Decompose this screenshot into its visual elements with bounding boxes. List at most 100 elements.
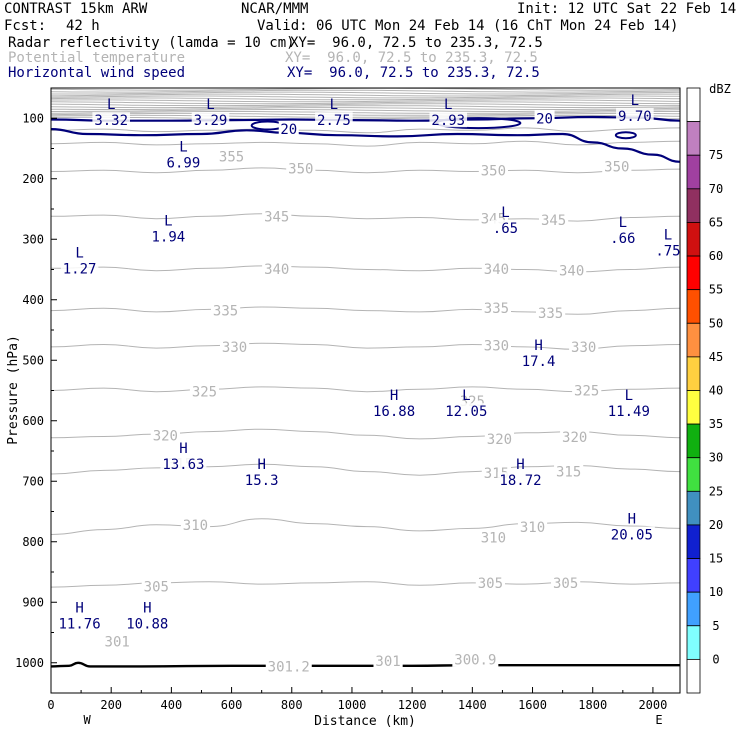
colorbar-swatch bbox=[686, 457, 701, 492]
x-tick-label: 1600 bbox=[518, 698, 547, 712]
extremum-value: 9.70 bbox=[618, 109, 652, 125]
upper-theta-line bbox=[51, 91, 681, 95]
extremum-value-bg bbox=[315, 112, 353, 128]
x-tick-label: 1400 bbox=[458, 698, 487, 712]
theta-label-bg bbox=[551, 574, 581, 590]
theta-label: 345 bbox=[264, 209, 289, 225]
theta-label-bg bbox=[216, 148, 247, 164]
x-tick-label: 800 bbox=[281, 698, 303, 712]
theta-label: 340 bbox=[484, 262, 509, 278]
extremum-value: 12.05 bbox=[445, 404, 487, 420]
field-xy-wind: XY= 96.0, 72.5 to 235.3, 72.5 bbox=[287, 65, 540, 81]
x-tick-label: 200 bbox=[100, 698, 122, 712]
upper-theta-line bbox=[50, 111, 680, 114]
field-xy-theta: XY= 96.0, 72.5 to 235.3, 72.5 bbox=[285, 50, 538, 66]
upper-theta-line bbox=[50, 99, 681, 103]
extremum-value-bg bbox=[429, 112, 468, 128]
colorbar-swatch bbox=[686, 222, 701, 257]
extremum-value-bg bbox=[242, 472, 281, 488]
upper-theta-line bbox=[50, 114, 681, 118]
theta-label: 325 bbox=[574, 384, 599, 400]
theta-label-bg bbox=[265, 658, 312, 674]
extremum-value-bg bbox=[371, 403, 418, 419]
extremum-symbol: H bbox=[390, 388, 398, 404]
theta-label-bg bbox=[262, 208, 292, 224]
extremum-value: 11.49 bbox=[608, 404, 650, 420]
theta-label-bg bbox=[102, 633, 132, 649]
extremum-symbol: L bbox=[206, 97, 214, 113]
theta-label: 350 bbox=[288, 161, 313, 177]
extremum-symbol: H bbox=[257, 457, 265, 473]
wind-label-bg bbox=[278, 121, 299, 137]
upper-theta-line bbox=[50, 93, 680, 97]
theta-label: 310 bbox=[183, 518, 208, 534]
y-tick-label: 500 bbox=[22, 353, 44, 367]
colorbar-unit: dBZ bbox=[709, 82, 731, 96]
extremum-value-bg bbox=[653, 242, 683, 258]
extremum-value-bg bbox=[60, 260, 99, 276]
theta-label-bg bbox=[452, 651, 499, 667]
theta-label: 305 bbox=[144, 580, 169, 596]
extremum-value-bg bbox=[608, 526, 655, 542]
field-name-reflectivity: Radar reflectivity (lamda = 10 cm) bbox=[8, 35, 295, 51]
x-tick-label: 1800 bbox=[578, 698, 607, 712]
theta-label-bg bbox=[517, 519, 548, 535]
extremum-value: 18.72 bbox=[499, 473, 541, 489]
theta-label-bg bbox=[538, 211, 569, 227]
x-tick-label: 2000 bbox=[638, 698, 667, 712]
theta-label: 330 bbox=[222, 340, 247, 356]
extremum-value-bg bbox=[616, 107, 654, 123]
extremum-value: .66 bbox=[610, 231, 635, 247]
extremum-symbol: L bbox=[107, 97, 115, 113]
wind-20-loop bbox=[614, 131, 637, 140]
extremum-value-bg bbox=[92, 112, 130, 128]
x-tick-label: 400 bbox=[161, 698, 183, 712]
theta-contour-345 bbox=[50, 213, 681, 222]
y-tick-label: 600 bbox=[22, 414, 44, 428]
theta-label: 301.2 bbox=[268, 659, 310, 675]
theta-label: 320 bbox=[487, 432, 512, 448]
theta-label-bg bbox=[481, 337, 512, 353]
upper-theta-line bbox=[50, 89, 681, 93]
extremum-value-bg bbox=[160, 455, 207, 471]
colorbar-label: 60 bbox=[709, 249, 723, 263]
terrain-profile bbox=[50, 661, 680, 668]
theta-label: 310 bbox=[520, 520, 545, 536]
extremum-value: 1.94 bbox=[152, 229, 186, 245]
theta-label-bg bbox=[189, 383, 220, 399]
extremum-value: 20.05 bbox=[611, 528, 653, 544]
extremum-symbol: L bbox=[619, 215, 627, 231]
x-end-label-west: W bbox=[83, 713, 91, 727]
y-tick-label: 300 bbox=[22, 232, 44, 246]
extremum-symbol: L bbox=[631, 93, 639, 109]
theta-label: 340 bbox=[264, 262, 289, 278]
theta-label: 300.9 bbox=[454, 653, 496, 669]
theta-label: 325 bbox=[192, 385, 217, 401]
extremum-value-bg bbox=[56, 615, 103, 631]
theta-label: 350 bbox=[604, 160, 629, 176]
colorbar-swatch bbox=[686, 591, 701, 627]
theta-label: 320 bbox=[153, 428, 178, 444]
y-tick-label: 200 bbox=[22, 172, 44, 186]
theta-label: 330 bbox=[484, 339, 509, 355]
y-tick-label: 400 bbox=[22, 293, 44, 307]
theta-label: 305 bbox=[553, 576, 578, 592]
theta-label: 315 bbox=[556, 465, 581, 481]
x-tick-label: 0 bbox=[47, 698, 54, 712]
colorbar-swatch bbox=[686, 423, 701, 459]
colorbar-swatch bbox=[686, 154, 701, 190]
theta-label-bg bbox=[554, 463, 584, 479]
upper-theta-line bbox=[50, 97, 681, 101]
theta-contour-350 bbox=[50, 167, 681, 174]
forecast-label: Fcst: bbox=[4, 18, 47, 34]
theta-label-bg bbox=[478, 529, 509, 545]
extremum-symbol: L bbox=[75, 245, 83, 261]
extremum-value-bg bbox=[497, 472, 544, 488]
colorbar-swatch bbox=[686, 188, 701, 223]
extremum-symbol: H bbox=[534, 338, 542, 354]
model-title: CONTRAST 15km ARW bbox=[4, 1, 148, 17]
theta-label-bg bbox=[602, 158, 632, 174]
theta-label-bg bbox=[535, 305, 566, 321]
extremum-symbol: H bbox=[628, 512, 636, 528]
colorbar-label: 20 bbox=[709, 518, 723, 532]
